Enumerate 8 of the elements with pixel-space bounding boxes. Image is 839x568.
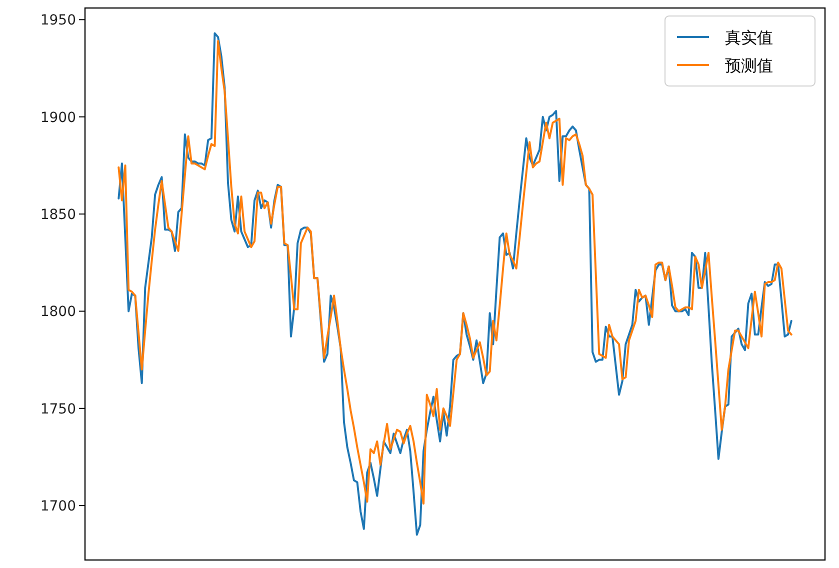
y-tick-label: 1750 bbox=[40, 401, 76, 418]
y-tick-label: 1850 bbox=[40, 207, 76, 224]
legend-label: 真实值 bbox=[725, 29, 773, 47]
y-tick-label: 1900 bbox=[40, 110, 76, 126]
y-tick-label: 1700 bbox=[40, 498, 76, 515]
y-tick-label: 1800 bbox=[40, 304, 76, 320]
legend-label: 预测值 bbox=[725, 58, 773, 75]
y-tick-label: 1950 bbox=[40, 12, 76, 29]
